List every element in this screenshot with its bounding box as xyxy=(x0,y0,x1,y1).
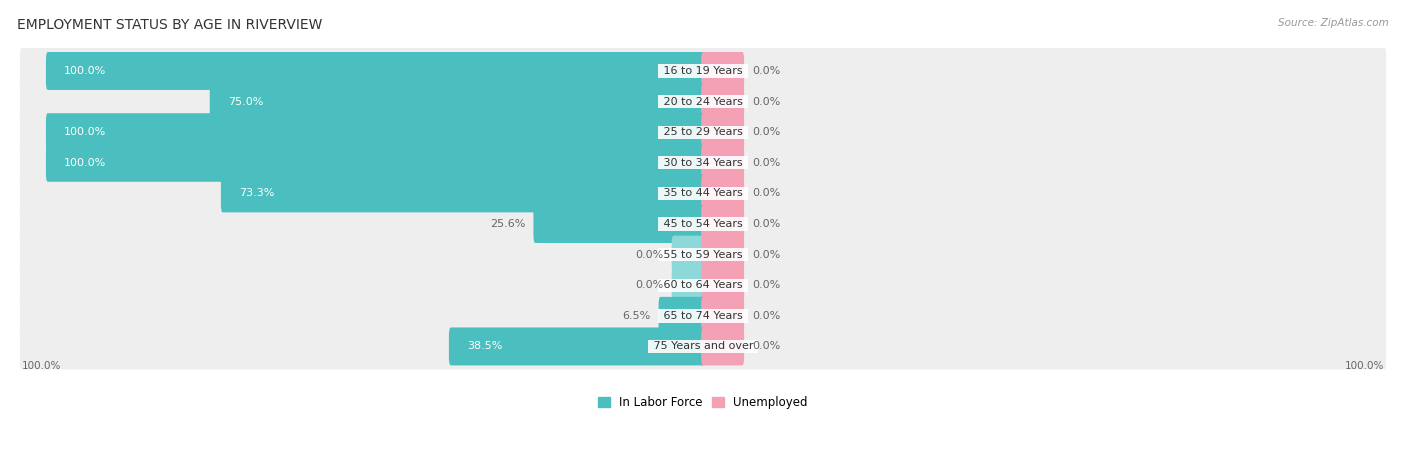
Text: 0.0%: 0.0% xyxy=(752,219,780,229)
FancyBboxPatch shape xyxy=(702,297,744,335)
FancyBboxPatch shape xyxy=(20,171,1386,216)
FancyBboxPatch shape xyxy=(533,205,704,243)
FancyBboxPatch shape xyxy=(221,175,704,212)
FancyBboxPatch shape xyxy=(702,52,744,90)
FancyBboxPatch shape xyxy=(46,144,704,182)
FancyBboxPatch shape xyxy=(20,79,1386,125)
Text: 38.5%: 38.5% xyxy=(467,342,502,351)
Text: 6.5%: 6.5% xyxy=(623,311,651,321)
Text: 25.6%: 25.6% xyxy=(491,219,526,229)
Text: 0.0%: 0.0% xyxy=(636,250,664,260)
Text: 0.0%: 0.0% xyxy=(752,189,780,198)
Text: 35 to 44 Years: 35 to 44 Years xyxy=(659,189,747,198)
Text: 73.3%: 73.3% xyxy=(239,189,274,198)
Text: 100.0%: 100.0% xyxy=(1346,361,1385,371)
Text: 45 to 54 Years: 45 to 54 Years xyxy=(659,219,747,229)
FancyBboxPatch shape xyxy=(702,175,744,212)
FancyBboxPatch shape xyxy=(702,205,744,243)
FancyBboxPatch shape xyxy=(449,328,704,365)
Text: 0.0%: 0.0% xyxy=(752,280,780,290)
Text: EMPLOYMENT STATUS BY AGE IN RIVERVIEW: EMPLOYMENT STATUS BY AGE IN RIVERVIEW xyxy=(17,18,322,32)
Text: 0.0%: 0.0% xyxy=(752,311,780,321)
FancyBboxPatch shape xyxy=(672,236,704,274)
FancyBboxPatch shape xyxy=(672,266,704,304)
Text: 30 to 34 Years: 30 to 34 Years xyxy=(659,158,747,168)
FancyBboxPatch shape xyxy=(20,262,1386,308)
Text: 100.0%: 100.0% xyxy=(65,158,107,168)
Text: 55 to 59 Years: 55 to 59 Years xyxy=(659,250,747,260)
FancyBboxPatch shape xyxy=(20,140,1386,186)
Text: 100.0%: 100.0% xyxy=(21,361,60,371)
Text: 0.0%: 0.0% xyxy=(752,250,780,260)
FancyBboxPatch shape xyxy=(702,328,744,365)
FancyBboxPatch shape xyxy=(20,109,1386,155)
Text: 0.0%: 0.0% xyxy=(752,127,780,137)
FancyBboxPatch shape xyxy=(702,266,744,304)
Legend: In Labor Force, Unemployed: In Labor Force, Unemployed xyxy=(593,391,813,414)
Text: 0.0%: 0.0% xyxy=(752,158,780,168)
FancyBboxPatch shape xyxy=(20,324,1386,369)
FancyBboxPatch shape xyxy=(702,236,744,274)
Text: Source: ZipAtlas.com: Source: ZipAtlas.com xyxy=(1278,18,1389,28)
FancyBboxPatch shape xyxy=(46,113,704,151)
FancyBboxPatch shape xyxy=(46,52,704,90)
Text: 0.0%: 0.0% xyxy=(636,280,664,290)
FancyBboxPatch shape xyxy=(20,293,1386,339)
FancyBboxPatch shape xyxy=(702,83,744,121)
Text: 0.0%: 0.0% xyxy=(752,66,780,76)
Text: 25 to 29 Years: 25 to 29 Years xyxy=(659,127,747,137)
Text: 100.0%: 100.0% xyxy=(65,66,107,76)
FancyBboxPatch shape xyxy=(702,113,744,151)
FancyBboxPatch shape xyxy=(658,297,704,335)
Text: 60 to 64 Years: 60 to 64 Years xyxy=(659,280,747,290)
FancyBboxPatch shape xyxy=(20,201,1386,247)
Text: 0.0%: 0.0% xyxy=(752,342,780,351)
Text: 20 to 24 Years: 20 to 24 Years xyxy=(659,97,747,107)
Text: 16 to 19 Years: 16 to 19 Years xyxy=(659,66,747,76)
Text: 75.0%: 75.0% xyxy=(228,97,263,107)
Text: 75 Years and over: 75 Years and over xyxy=(650,342,756,351)
Text: 0.0%: 0.0% xyxy=(752,97,780,107)
FancyBboxPatch shape xyxy=(209,83,704,121)
Text: 65 to 74 Years: 65 to 74 Years xyxy=(659,311,747,321)
FancyBboxPatch shape xyxy=(20,232,1386,278)
FancyBboxPatch shape xyxy=(702,144,744,182)
FancyBboxPatch shape xyxy=(20,48,1386,94)
Text: 100.0%: 100.0% xyxy=(65,127,107,137)
